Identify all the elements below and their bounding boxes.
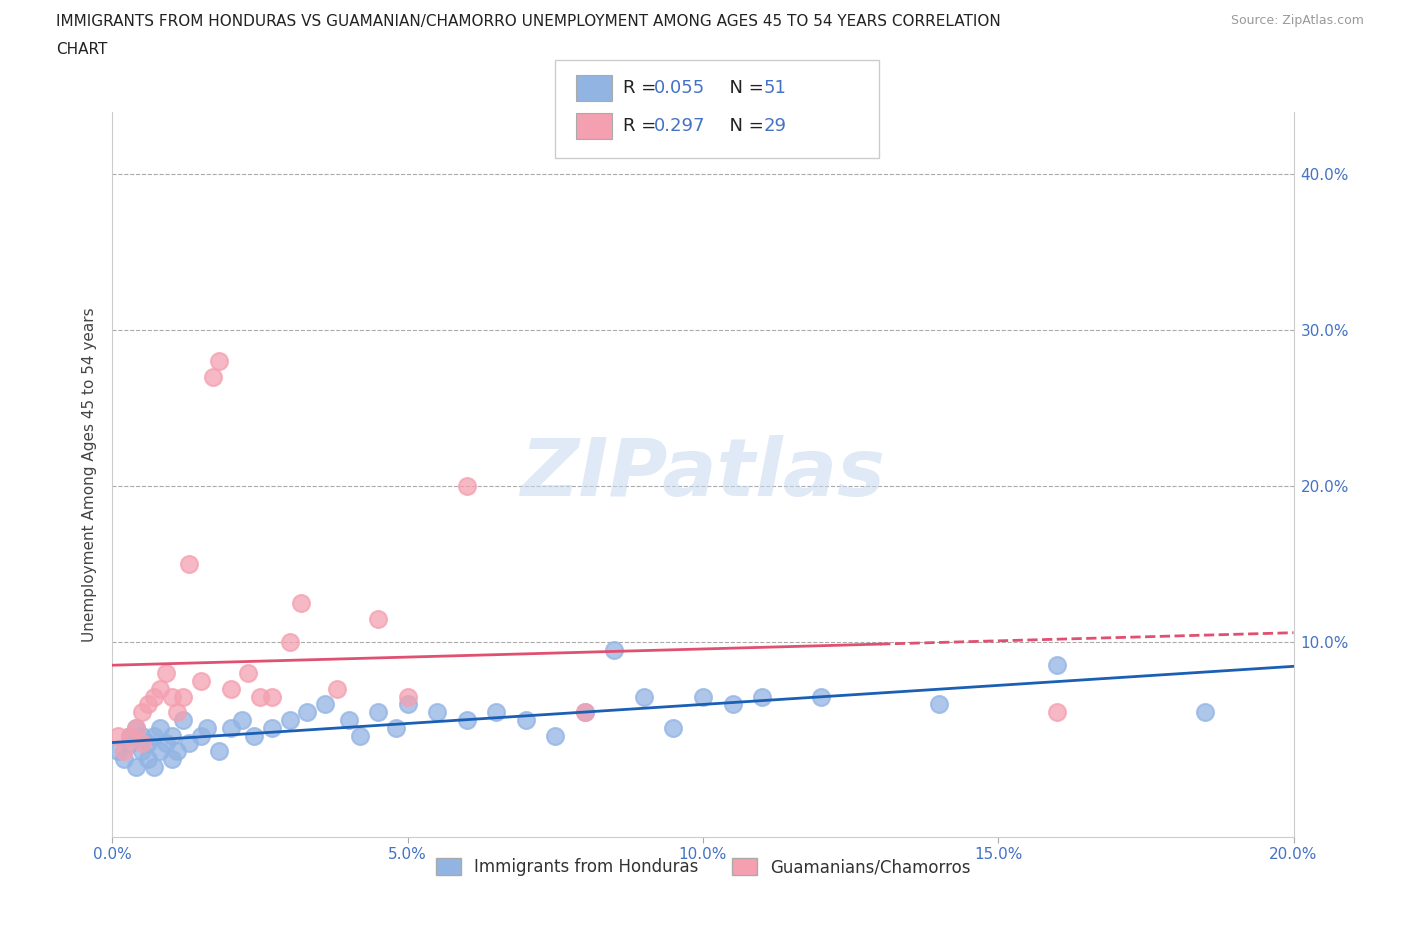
Point: [160, 751, 183, 766]
Point: [160, 689, 183, 704]
Point: [120, 728, 142, 743]
Text: 0.297: 0.297: [654, 116, 706, 135]
Point: [125, 760, 148, 775]
Text: R =: R =: [623, 116, 662, 135]
Point: [810, 689, 832, 704]
Legend: Immigrants from Honduras, Guamanians/Chamorros: Immigrants from Honduras, Guamanians/Cha…: [429, 852, 977, 883]
Point: [367, 705, 389, 720]
Point: [190, 728, 212, 743]
Point: [326, 682, 349, 697]
Point: [131, 728, 153, 743]
Text: 51: 51: [763, 79, 786, 98]
Point: [112, 744, 135, 759]
Point: [337, 712, 360, 727]
Point: [107, 728, 129, 743]
Point: [633, 689, 655, 704]
Point: [136, 697, 159, 711]
Point: [166, 705, 188, 720]
Point: [515, 712, 537, 727]
Point: [131, 744, 153, 759]
Point: [260, 721, 283, 736]
Point: [131, 736, 153, 751]
Point: [367, 611, 389, 626]
Point: [456, 479, 478, 494]
Point: [231, 712, 253, 727]
Text: N =: N =: [718, 116, 770, 135]
Point: [314, 697, 336, 711]
Point: [201, 369, 224, 384]
Point: [149, 721, 172, 736]
Point: [290, 595, 312, 610]
Point: [1046, 705, 1069, 720]
Point: [131, 705, 153, 720]
Point: [278, 634, 301, 649]
Point: [243, 728, 266, 743]
Point: [149, 682, 172, 697]
Point: [396, 689, 419, 704]
Point: [107, 744, 129, 759]
Text: Source: ZipAtlas.com: Source: ZipAtlas.com: [1230, 14, 1364, 27]
Text: 0.055: 0.055: [654, 79, 704, 98]
Point: [751, 689, 773, 704]
Point: [692, 689, 714, 704]
Point: [662, 721, 685, 736]
Point: [172, 689, 194, 704]
Point: [120, 728, 142, 743]
Point: [574, 705, 596, 720]
Point: [1046, 658, 1069, 672]
Point: [125, 721, 148, 736]
Point: [166, 744, 188, 759]
Text: R =: R =: [623, 79, 662, 98]
Point: [721, 697, 744, 711]
Point: [426, 705, 449, 720]
Point: [149, 744, 172, 759]
Point: [155, 736, 177, 751]
Text: CHART: CHART: [56, 42, 108, 57]
Point: [136, 736, 159, 751]
Text: N =: N =: [718, 79, 770, 98]
Point: [385, 721, 408, 736]
Point: [190, 673, 212, 688]
Point: [219, 721, 242, 736]
Point: [396, 697, 419, 711]
Point: [208, 353, 231, 368]
Text: 29: 29: [763, 116, 786, 135]
Point: [142, 689, 165, 704]
Point: [195, 721, 218, 736]
Point: [125, 721, 148, 736]
Point: [120, 736, 142, 751]
Point: [238, 666, 260, 681]
Text: IMMIGRANTS FROM HONDURAS VS GUAMANIAN/CHAMORRO UNEMPLOYMENT AMONG AGES 45 TO 54 : IMMIGRANTS FROM HONDURAS VS GUAMANIAN/CH…: [56, 14, 1001, 29]
Point: [112, 751, 135, 766]
Point: [349, 728, 371, 743]
Point: [160, 728, 183, 743]
Text: ZIPatlas: ZIPatlas: [520, 435, 886, 513]
Point: [142, 760, 165, 775]
Point: [219, 682, 242, 697]
Point: [485, 705, 508, 720]
Point: [456, 712, 478, 727]
Y-axis label: Unemployment Among Ages 45 to 54 years: Unemployment Among Ages 45 to 54 years: [82, 307, 97, 642]
Point: [1194, 705, 1216, 720]
Point: [297, 705, 319, 720]
Point: [208, 744, 231, 759]
Point: [544, 728, 567, 743]
Point: [603, 643, 626, 658]
Point: [249, 689, 271, 704]
Point: [928, 697, 950, 711]
Point: [155, 666, 177, 681]
Point: [179, 556, 201, 571]
Point: [172, 712, 194, 727]
Point: [179, 736, 201, 751]
Point: [142, 728, 165, 743]
Point: [278, 712, 301, 727]
Point: [260, 689, 283, 704]
Point: [136, 751, 159, 766]
Point: [574, 705, 596, 720]
